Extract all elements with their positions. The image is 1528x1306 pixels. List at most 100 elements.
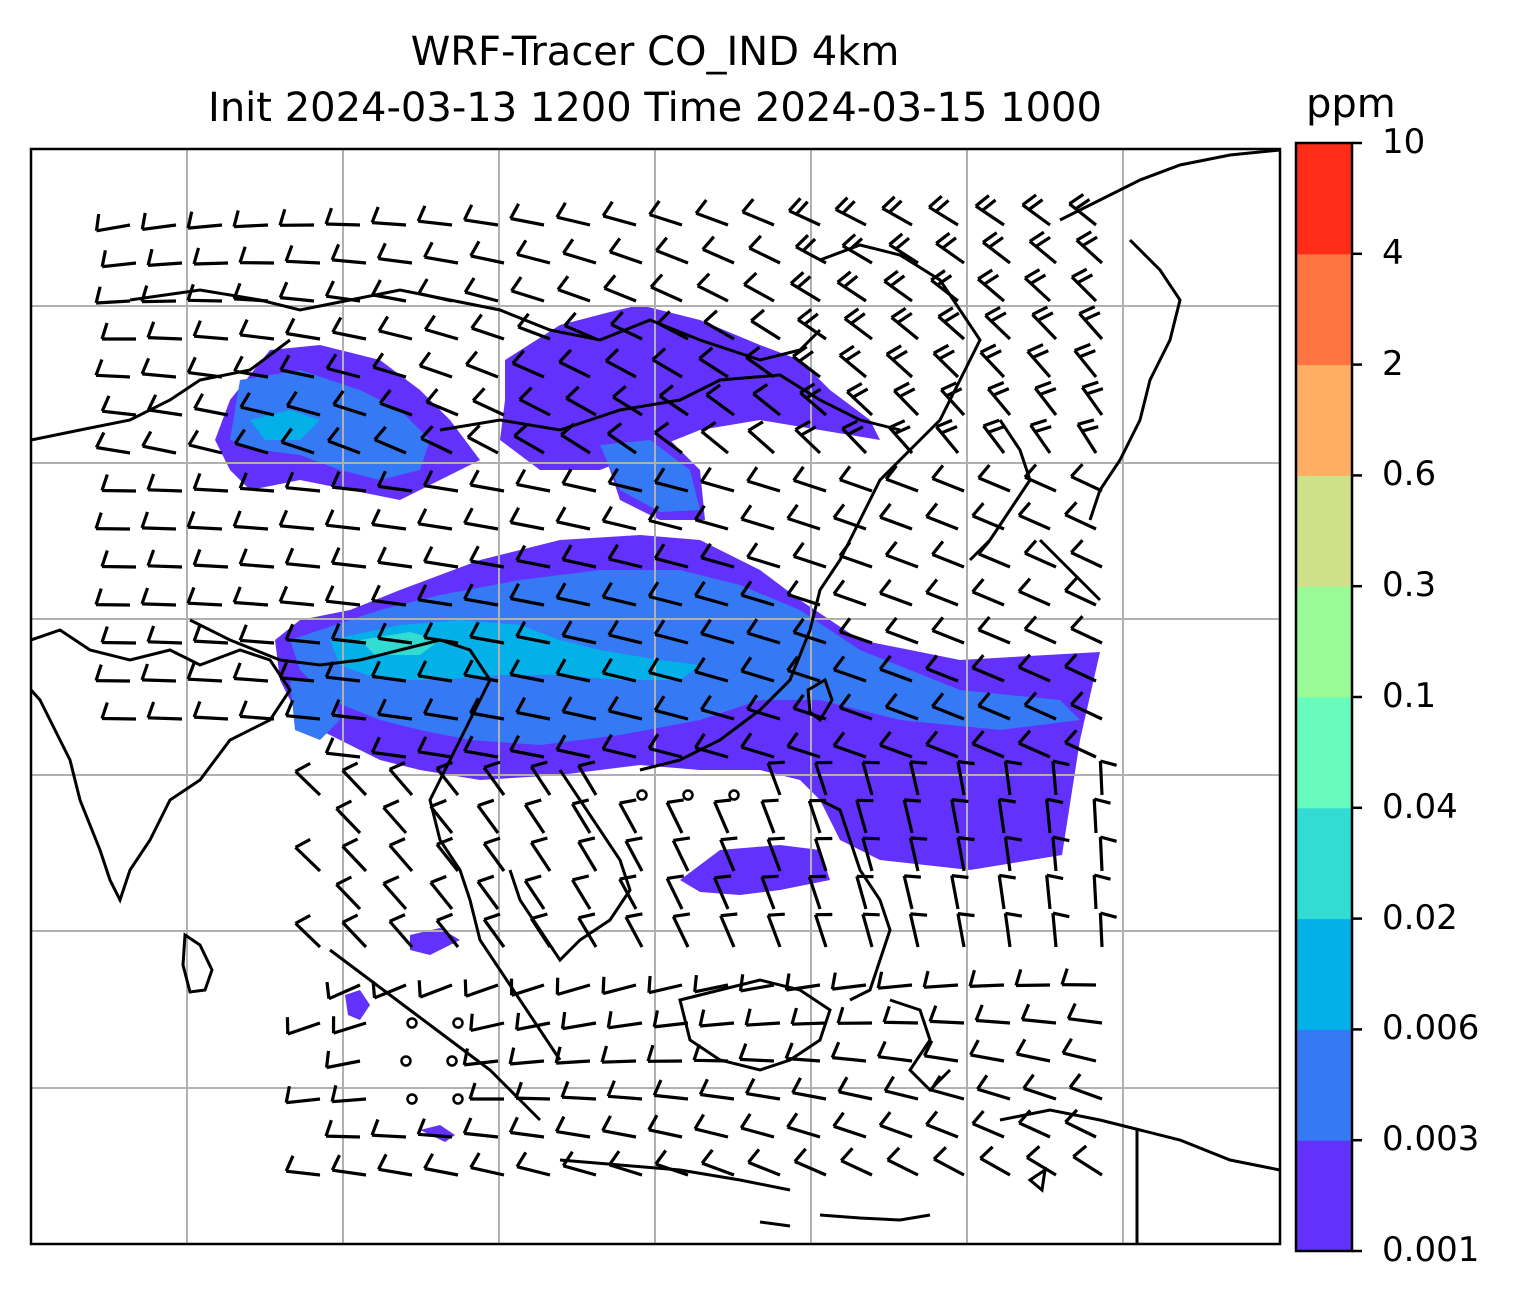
wind-barb: [1076, 418, 1099, 454]
wind-barb: [469, 1152, 505, 1177]
wind-barb: [956, 912, 975, 948]
wind-barb: [841, 419, 868, 455]
wind-barb: [417, 980, 453, 999]
wind-barb: [601, 1115, 637, 1139]
wind-barb: [468, 1082, 504, 1101]
wind-barb: [509, 658, 545, 683]
wind-barb: [878, 1111, 913, 1139]
wind-barb: [469, 240, 505, 265]
wind-barb: [855, 874, 874, 910]
wind-barb: [1064, 653, 1097, 683]
wind-barb: [294, 761, 322, 797]
wind-barb: [719, 912, 738, 948]
wind-barb: [647, 657, 683, 683]
wind-barb: [186, 211, 223, 230]
wind-barb: [325, 981, 361, 1001]
wind-barb: [969, 1039, 1005, 1063]
wind-barb: [284, 471, 321, 493]
wind-barb: [371, 981, 407, 1000]
wind-barb: [1066, 1002, 1103, 1025]
wind-barb: [100, 625, 137, 645]
wind-barb: [341, 913, 368, 949]
wind-barb: [1023, 268, 1052, 303]
wind-barb: [232, 662, 269, 683]
wind-barb: [786, 655, 821, 683]
wind-barb: [238, 472, 275, 493]
wind-barb: [861, 836, 880, 872]
wind-barb: [462, 1048, 499, 1067]
wind-barb: [693, 504, 729, 531]
wind-barb: [463, 583, 499, 607]
wind-barb: [514, 1081, 551, 1101]
wind-barb: [100, 549, 137, 569]
wind-barb: [554, 1046, 591, 1065]
wind-barb: [556, 275, 591, 303]
wind-barb: [698, 1078, 735, 1101]
map-title-line2: Init 2024-03-13 1200 Time 2024-03-15 100…: [208, 85, 1102, 131]
wind-barb: [647, 975, 683, 995]
wind-barb: [740, 656, 775, 683]
wind-barb: [1017, 501, 1051, 531]
calm-wind-marker: [406, 1093, 418, 1105]
wind-barb: [671, 912, 691, 948]
wind-barb: [373, 425, 407, 455]
wind-barb: [330, 471, 367, 493]
wind-barb: [601, 657, 637, 683]
wind-barb: [560, 1080, 597, 1101]
wind-barb: [1051, 911, 1070, 948]
wind-barb: [648, 199, 683, 227]
wind-barb: [560, 1011, 597, 1031]
wind-barb: [699, 466, 735, 493]
wind-barb: [555, 977, 591, 997]
wind-barb: [932, 343, 960, 379]
wind-barb: [832, 1111, 867, 1139]
wind-barb: [618, 798, 638, 834]
wind-barb: [1064, 1108, 1097, 1139]
wind-barb: [416, 584, 453, 607]
wind-barb: [331, 1016, 367, 1035]
colorbar-segment: [1296, 586, 1352, 698]
wind-barb: [422, 469, 459, 493]
wind-barb: [509, 203, 545, 227]
wind-barb: [893, 381, 920, 417]
wind-barb: [807, 798, 827, 834]
wind-barb: [463, 659, 499, 683]
wind-barb: [469, 545, 505, 569]
colorbar-ticks: [1352, 141, 1362, 1253]
wind-barb: [563, 311, 597, 341]
wind-barb: [741, 198, 775, 227]
wind-barb: [140, 511, 177, 531]
wind-barb: [482, 836, 506, 872]
wind-barb: [1029, 418, 1052, 454]
colorbar-segment: [1296, 1140, 1352, 1252]
wind-barb: [830, 1041, 867, 1063]
wind-barb: [601, 733, 637, 759]
colorbar-segment: [1296, 364, 1352, 476]
wind-barb: [146, 321, 183, 341]
wind-barb: [186, 283, 223, 303]
wind-barb: [925, 1110, 959, 1139]
wind-barb: [601, 200, 637, 227]
wind-barb: [1070, 463, 1103, 493]
wind-barb: [324, 207, 361, 227]
wind-barb: [508, 1116, 545, 1139]
wind-barb: [1017, 577, 1051, 607]
wind-barb: [612, 384, 643, 417]
calm-wind-marker: [400, 1055, 412, 1067]
wind-barb: [940, 381, 966, 417]
wind-barb: [466, 424, 499, 455]
wind-barb: [476, 798, 500, 834]
wind-barb: [416, 508, 453, 531]
wind-barb: [789, 271, 821, 303]
wind-barb: [510, 276, 545, 303]
wind-barb: [693, 580, 729, 607]
wind-barb: [192, 700, 229, 721]
wind-barb: [571, 798, 592, 834]
wind-barb: [511, 349, 545, 379]
wind-barb: [608, 1150, 643, 1177]
wind-barb: [465, 350, 499, 379]
wind-barb: [607, 543, 643, 569]
wind-barb: [700, 420, 730, 455]
wind-barb: [100, 322, 136, 341]
wind-barb: [370, 1118, 407, 1139]
